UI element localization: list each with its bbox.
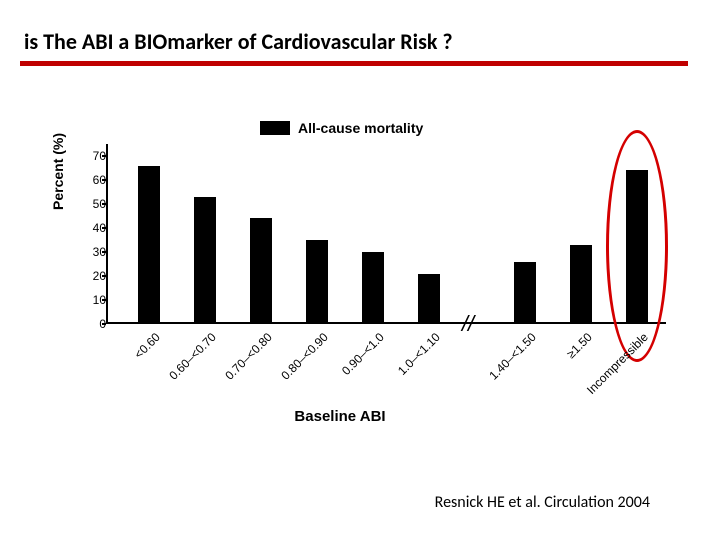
citation-text: Resnick HE et al. Circulation 2004 xyxy=(435,493,650,512)
chart-bar xyxy=(362,252,384,324)
legend-swatch xyxy=(260,121,290,135)
highlight-ellipse xyxy=(606,130,668,362)
y-axis-label: Percent (%) xyxy=(50,133,66,210)
chart-bar xyxy=(194,197,216,324)
page-title: is The ABI a BIOmarker of Cardiovascular… xyxy=(24,28,720,55)
axis-break-icon: // xyxy=(462,311,474,337)
chart-bar xyxy=(250,218,272,324)
x-axis-label: Baseline ABI xyxy=(60,408,680,425)
title-underline xyxy=(20,61,688,66)
legend-label: All-cause mortality xyxy=(298,120,423,136)
title-block: is The ABI a BIOmarker of Cardiovascular… xyxy=(0,0,720,55)
chart-bar xyxy=(418,274,440,324)
chart-legend: All-cause mortality xyxy=(260,120,423,136)
chart-bar xyxy=(570,245,592,324)
mortality-chart: All-cause mortality Percent (%) 01020304… xyxy=(60,120,680,450)
chart-plot-area: // xyxy=(106,144,666,324)
chart-bar xyxy=(514,262,536,324)
chart-bar xyxy=(306,240,328,324)
chart-bar xyxy=(138,166,160,324)
